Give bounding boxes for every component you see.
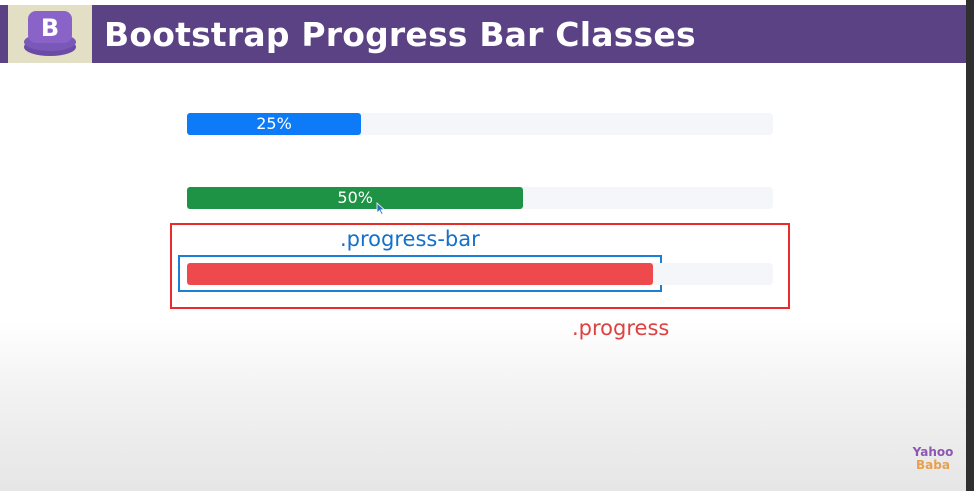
watermark-line1: Yahoo bbox=[912, 445, 954, 459]
progress-track-2: 50% bbox=[187, 187, 773, 209]
mouse-cursor-icon bbox=[376, 202, 386, 216]
slide-header: B Bootstrap Progress Bar Classes bbox=[0, 5, 966, 63]
logo-box: B bbox=[8, 5, 92, 63]
progress-bar-red bbox=[187, 263, 653, 285]
progress-track-3 bbox=[187, 263, 773, 285]
progress-bar-50-label: 50% bbox=[337, 188, 373, 207]
watermark-logo: Yahoo Baba bbox=[912, 446, 954, 472]
progress-class-label: .progress bbox=[572, 316, 670, 340]
progress-bar-50: 50% bbox=[187, 187, 524, 209]
slide-title: Bootstrap Progress Bar Classes bbox=[104, 15, 696, 54]
progress-bar-25: 25% bbox=[187, 113, 362, 135]
progress-bar-25-label: 25% bbox=[256, 114, 292, 133]
bootstrap-logo-icon: B bbox=[24, 11, 76, 56]
logo-letter: B bbox=[41, 14, 59, 42]
progress-track-1: 25% bbox=[187, 113, 773, 135]
watermark-line2: Baba bbox=[916, 458, 950, 472]
progress-highlight-box bbox=[170, 223, 790, 309]
progress-bar-class-label: .progress-bar bbox=[340, 227, 480, 251]
window-edge bbox=[966, 0, 974, 491]
